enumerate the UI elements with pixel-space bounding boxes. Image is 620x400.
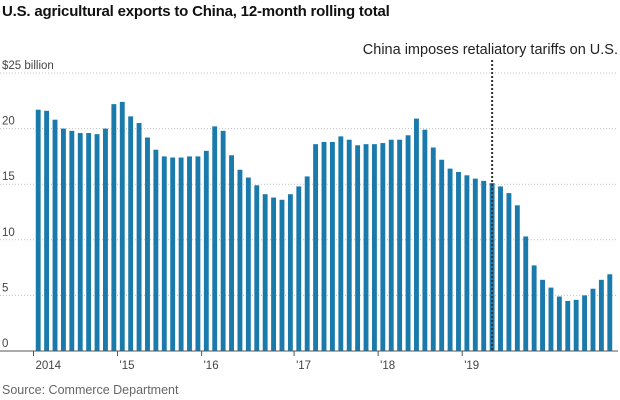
bar (203, 150, 209, 351)
bar (363, 144, 369, 351)
bar (237, 169, 243, 351)
bar (598, 279, 604, 351)
bar (136, 123, 142, 351)
bar (296, 186, 302, 351)
y-tick-label: 20 (2, 116, 15, 128)
bar (304, 176, 310, 351)
axes (0, 350, 618, 356)
bar (397, 139, 403, 351)
source-note: Source: Commerce Department (2, 383, 179, 397)
bar (128, 116, 134, 351)
y-tick-label: 5 (2, 282, 8, 294)
bar (405, 135, 411, 351)
bar (464, 175, 470, 351)
bar (506, 193, 512, 351)
bar (111, 104, 117, 351)
bar (94, 134, 100, 351)
annotations: China imposes retaliatory tariffs on U.S… (363, 42, 618, 351)
bar (573, 299, 579, 351)
y-tick-label: 0 (2, 338, 8, 350)
bar (220, 130, 226, 351)
bar (145, 137, 150, 351)
bar (178, 157, 184, 351)
bar (313, 144, 319, 351)
bar (279, 199, 285, 351)
bar (582, 295, 588, 351)
bar (153, 149, 159, 351)
bar (77, 133, 83, 351)
bar (371, 144, 377, 351)
bar (212, 126, 218, 351)
bar (565, 300, 571, 351)
bar (338, 136, 344, 351)
x-tick-label: '15 (120, 360, 135, 372)
bar (590, 288, 596, 351)
bar (60, 128, 66, 351)
bar (103, 128, 108, 351)
bar (187, 156, 192, 351)
bar (355, 145, 361, 351)
bar (271, 197, 277, 351)
x-tick-label: 2014 (36, 360, 62, 372)
x-tick-label: '19 (464, 360, 479, 372)
bar (439, 159, 445, 351)
bar (119, 101, 125, 351)
bar (170, 157, 176, 351)
x-tick-label: '17 (296, 360, 311, 372)
y-tick-labels: 0 5 10 15 20 $25 billion (2, 60, 54, 350)
bar (35, 109, 41, 351)
bar (447, 168, 453, 351)
bar (531, 265, 537, 351)
bar (498, 186, 503, 351)
bar (287, 194, 293, 351)
bar (329, 141, 335, 351)
bar (321, 141, 327, 351)
bar (481, 180, 487, 351)
bar (422, 129, 428, 351)
bar (456, 171, 461, 351)
bar (229, 155, 234, 351)
bar (86, 133, 92, 351)
bar (245, 177, 251, 351)
bar (44, 110, 50, 351)
bars (35, 101, 613, 351)
bar (69, 130, 75, 351)
bar (195, 156, 201, 351)
bar (548, 287, 554, 351)
bar (472, 178, 478, 351)
bar (346, 139, 352, 351)
bar (414, 118, 419, 351)
bar (540, 279, 545, 351)
bar (161, 156, 167, 351)
x-tick-label: '16 (204, 360, 219, 372)
chart-title: U.S. agricultural exports to China, 12-m… (2, 3, 390, 20)
bar (388, 139, 394, 351)
bar (607, 274, 613, 351)
bar (489, 183, 495, 351)
x-tick-label: '18 (380, 360, 395, 372)
bar (254, 185, 260, 351)
x-tick-labels: 2014 '15 '16 '17 '18 '19 (36, 360, 480, 372)
y-tick-label: 10 (2, 227, 15, 239)
bar (52, 119, 58, 351)
y-tick-label: 15 (2, 171, 15, 183)
y-tick-label: $25 billion (2, 60, 54, 72)
bar (262, 194, 268, 351)
bar (523, 236, 529, 351)
annotation-label: China imposes retaliatory tariffs on U.S… (363, 42, 618, 58)
bar (514, 205, 520, 351)
bar (380, 143, 386, 351)
bar (430, 147, 436, 351)
bar (556, 296, 562, 351)
